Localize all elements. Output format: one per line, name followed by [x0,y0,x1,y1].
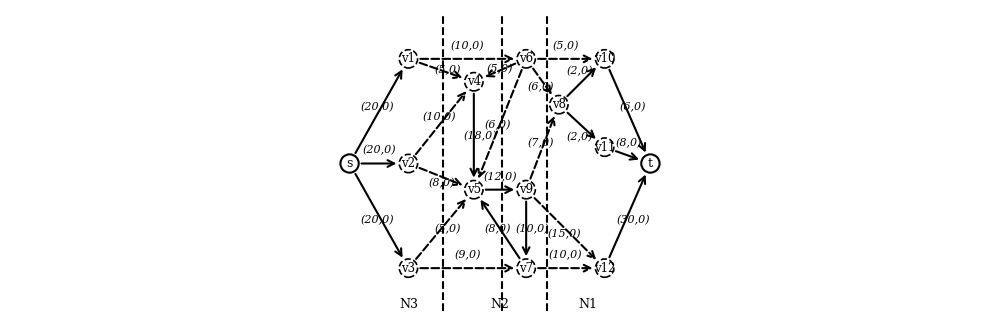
Text: v3: v3 [401,262,416,275]
Text: v10: v10 [594,52,615,65]
Text: v12: v12 [594,262,615,275]
Text: (5,0): (5,0) [434,224,461,234]
Text: v9: v9 [519,183,533,196]
Circle shape [517,259,535,277]
Text: (20,0): (20,0) [360,101,394,112]
Text: (5,0): (5,0) [552,41,579,51]
Text: (6,0): (6,0) [485,120,511,130]
Text: (6,0): (6,0) [528,81,554,92]
Text: N3: N3 [399,298,418,311]
Text: v8: v8 [552,98,566,111]
Text: v11: v11 [594,141,615,154]
Text: N2: N2 [491,298,509,311]
Text: v6: v6 [519,52,533,65]
Circle shape [340,154,359,173]
Text: (2,0): (2,0) [567,66,593,76]
Circle shape [517,181,535,199]
Text: (30,0): (30,0) [616,215,650,225]
Circle shape [399,259,418,277]
Text: (6,0): (6,0) [620,102,646,112]
Text: (8,0): (8,0) [485,223,511,234]
Text: (7,0): (7,0) [527,138,554,148]
Text: (9,0): (9,0) [454,250,481,260]
Circle shape [517,50,535,68]
Text: (5,0): (5,0) [434,65,461,76]
Text: v1: v1 [401,52,415,65]
Text: (15,0): (15,0) [547,229,581,240]
Text: (18,0): (18,0) [464,130,497,141]
Circle shape [595,138,614,156]
Text: (20,0): (20,0) [362,145,396,156]
Text: t: t [648,157,653,170]
Circle shape [641,154,660,173]
Text: v5: v5 [467,183,481,196]
Text: v2: v2 [401,157,415,170]
Text: v7: v7 [519,262,533,275]
Text: (5,0): (5,0) [487,64,513,74]
Text: (8,0): (8,0) [428,178,455,188]
Circle shape [550,95,568,114]
Circle shape [465,73,483,91]
Text: (8,0): (8,0) [615,138,642,148]
Circle shape [465,181,483,199]
Circle shape [399,50,418,68]
Text: (10,0): (10,0) [549,250,582,260]
Text: (2,0): (2,0) [567,132,593,142]
Text: (10,0): (10,0) [450,41,484,51]
Text: N1: N1 [579,298,598,311]
Circle shape [399,154,418,173]
Text: (10,0): (10,0) [516,224,550,234]
Text: s: s [346,157,353,170]
Text: (12,0): (12,0) [483,171,517,182]
Text: (10,0): (10,0) [423,112,456,123]
Text: (20,0): (20,0) [360,215,394,226]
Circle shape [595,259,614,277]
Text: v4: v4 [467,75,481,88]
Circle shape [595,50,614,68]
